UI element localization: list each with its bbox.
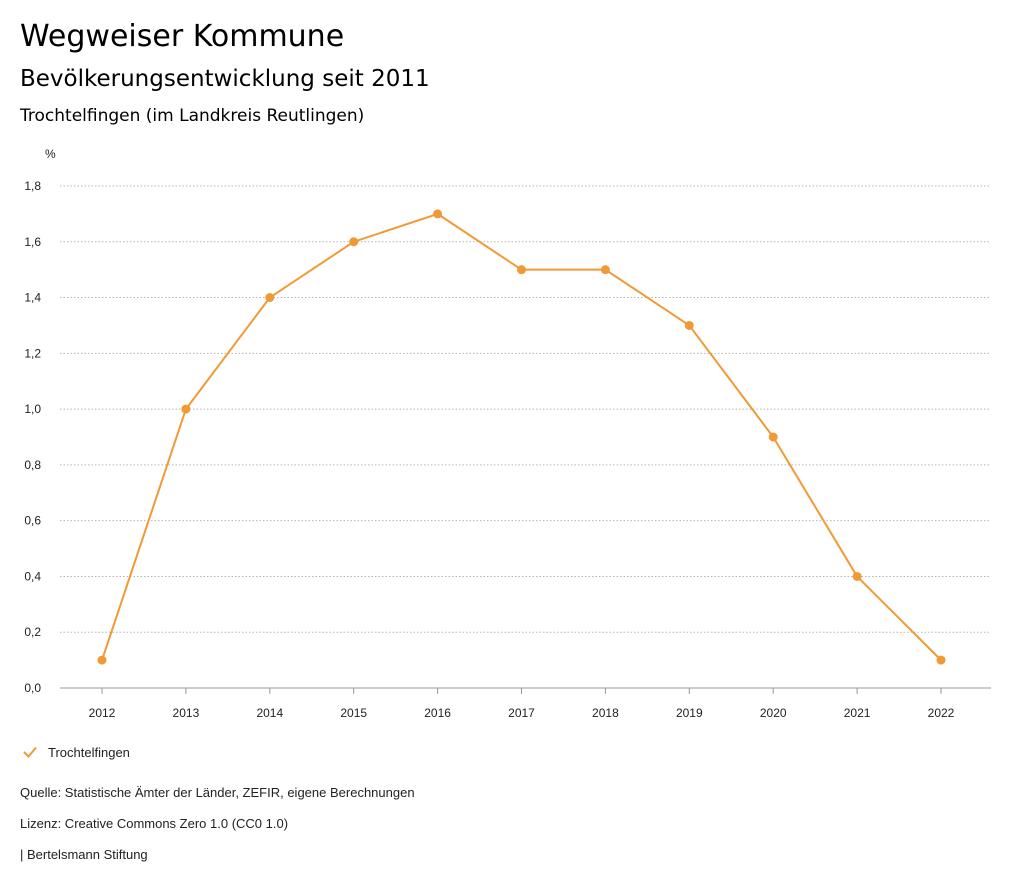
- x-tick-label: 2022: [928, 706, 955, 720]
- y-tick-label: 1,4: [24, 291, 41, 305]
- x-tick-label: 2012: [89, 706, 116, 720]
- region-label: Trochtelfingen (im Landkreis Reutlingen): [20, 106, 365, 126]
- y-tick-label: 0,6: [24, 514, 41, 528]
- data-point[interactable]: [97, 655, 107, 665]
- y-tick-label: 1,0: [24, 402, 41, 416]
- data-point[interactable]: [852, 571, 862, 581]
- data-point[interactable]: [684, 320, 694, 330]
- publisher-note: | Bertelsmann Stiftung: [20, 847, 148, 862]
- x-tick-label: 2018: [592, 706, 619, 720]
- y-tick-label: 1,6: [24, 235, 41, 249]
- y-tick-label: 1,8: [24, 179, 41, 193]
- x-tick-label: 2015: [340, 706, 367, 720]
- license-note: Lizenz: Creative Commons Zero 1.0 (CC0 1…: [20, 816, 289, 831]
- y-tick-label: 0,0: [24, 681, 41, 695]
- chart-subtitle: Bevölkerungsentwicklung seit 2011: [20, 66, 430, 92]
- line-chart: % 0,00,20,40,60,81,01,21,41,61,8 2012 201…: [24, 147, 991, 720]
- y-axis-ticks: 0,0 0,2 0,4 0,6 0,8 1,0 1,2 1,4 1,6 1,8: [24, 179, 41, 695]
- gridlines: [60, 185, 991, 689]
- data-point[interactable]: [936, 655, 946, 665]
- source-note: Quelle: Statistische Ämter der Länder, Z…: [20, 785, 415, 800]
- y-tick-label: 0,4: [24, 569, 41, 583]
- x-tick-label: 2016: [424, 706, 451, 720]
- series-trochtelfingen: [97, 209, 946, 665]
- x-tick-label: 2019: [676, 706, 703, 720]
- x-tick-label: 2017: [508, 706, 535, 720]
- data-point[interactable]: [768, 432, 778, 442]
- page-title: Wegweiser Kommune: [20, 19, 345, 54]
- data-point[interactable]: [349, 237, 359, 247]
- legend-item-trochtelfingen[interactable]: Trochtelfingen: [22, 744, 130, 760]
- data-point[interactable]: [517, 265, 526, 275]
- x-tick-label: 2013: [173, 706, 200, 720]
- x-tick-label: 2014: [256, 706, 283, 720]
- y-tick-label: 0,2: [24, 625, 41, 639]
- x-tick-label: 2020: [760, 706, 787, 720]
- y-tick-label: 1,2: [24, 346, 41, 360]
- data-point[interactable]: [181, 404, 191, 414]
- data-point[interactable]: [433, 209, 443, 219]
- data-point[interactable]: [600, 265, 610, 275]
- x-tick-label: 2021: [844, 706, 871, 720]
- series-line: [101, 212, 942, 661]
- y-tick-label: 0,8: [24, 458, 41, 472]
- y-axis-unit-label: %: [45, 147, 56, 161]
- data-point[interactable]: [265, 293, 275, 303]
- legend-label: Trochtelfingen: [48, 744, 130, 760]
- check-icon: [23, 746, 37, 758]
- x-axis-ticks: 2012 2013 2014 2015 2016 2017 2018 2019 2020 2021…: [89, 688, 955, 720]
